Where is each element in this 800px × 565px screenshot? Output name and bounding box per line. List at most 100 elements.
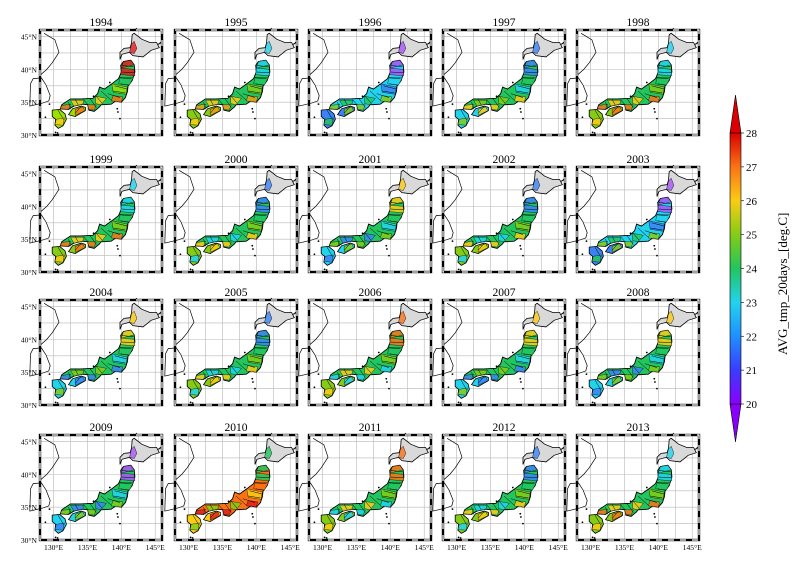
panel-frame-dash <box>442 29 566 136</box>
asia-coastline <box>308 33 329 76</box>
prefecture-region <box>356 509 366 516</box>
prefecture-region <box>256 60 270 69</box>
map-panel-2013: 2013 130°E 135°E 140°E 145°E <box>566 422 702 552</box>
panel-year-title: 2003 <box>627 154 650 166</box>
panel-year-title: 2004 <box>90 287 113 299</box>
panel-frame-dash <box>442 166 566 273</box>
map-panel-2007: 2007 <box>432 287 567 407</box>
colorbar: 20 21 22 23 24 25 26 27 28 <box>729 94 758 443</box>
prefecture-region <box>463 103 474 110</box>
prefecture-region <box>647 232 660 240</box>
hokkaido <box>119 437 160 465</box>
colorbar-tick-label: 22 <box>746 331 757 343</box>
prefecture-region <box>657 337 673 347</box>
prefecture-region <box>120 337 136 347</box>
map-panel-2009: 2009 45°N 40°N 35°N 30°N 130°E 135°E 140°E 145°E <box>21 422 165 552</box>
prefecture-region <box>111 353 128 365</box>
prefecture-region <box>54 254 65 263</box>
colorbar-tick-label: 21 <box>746 365 757 377</box>
prefecture-region <box>523 67 539 77</box>
lon-tick-label: 145°E <box>281 543 300 552</box>
panel-frame-dash <box>174 29 298 136</box>
prefecture-region <box>75 376 85 386</box>
lat-tick-label: 35°N <box>21 98 38 107</box>
colorbar-tick-label: 20 <box>746 399 758 411</box>
prefecture-region <box>255 337 271 347</box>
lat-tick-label: 30°N <box>21 536 38 545</box>
asia-coastline <box>39 33 60 76</box>
colorbar-tick-label: 27 <box>746 162 758 174</box>
prefecture-region <box>195 103 206 110</box>
hokkaido <box>656 302 697 330</box>
prefecture-region <box>658 465 672 474</box>
prefecture-region <box>87 374 97 381</box>
lat-tick-label: 35°N <box>21 235 38 244</box>
prefecture-region <box>87 241 97 248</box>
prefecture-region <box>121 330 135 339</box>
asia-coastline <box>442 33 463 76</box>
prefecture-region <box>110 95 123 103</box>
lat-tick-label: 35°N <box>21 503 38 512</box>
map-panel-2010: 2010 130°E 135°E 140°E 145°E <box>164 422 300 552</box>
prefecture-region <box>490 374 500 381</box>
prefecture-region <box>54 117 65 126</box>
prefecture-region <box>60 103 71 110</box>
prefecture-region <box>379 95 392 103</box>
prefecture-region <box>658 330 672 339</box>
prefecture-borders <box>326 470 404 526</box>
panel-frame-dash <box>39 434 163 541</box>
lon-tick-label: 130°E <box>313 543 332 552</box>
prefecture-region <box>523 204 539 214</box>
prefecture-region <box>612 106 622 116</box>
map-panel-2011: 2011 130°E 135°E 140°E 145°E <box>298 422 434 552</box>
prefecture-borders <box>326 202 404 258</box>
prefecture-region <box>597 373 608 380</box>
prefecture-region <box>513 95 526 103</box>
prefecture-region <box>612 511 622 521</box>
prefecture-region <box>189 387 200 396</box>
hokkaido <box>388 437 429 465</box>
prefecture-region <box>379 365 392 373</box>
prefecture-region <box>87 509 97 516</box>
panel-frame-dash <box>576 299 700 406</box>
colorbar-gradient <box>729 132 742 405</box>
lon-tick-label: 140°E <box>247 543 266 552</box>
prefecture-region <box>195 508 206 515</box>
prefecture-region <box>54 387 65 396</box>
prefecture-borders <box>57 65 135 121</box>
prefecture-region <box>195 240 206 247</box>
prefecture-region <box>591 522 602 531</box>
prefecture-region <box>75 106 85 116</box>
asia-coastline <box>442 303 463 346</box>
prefecture-region <box>655 347 671 356</box>
lon-tick-label: 145°E <box>683 543 702 552</box>
prefecture-region <box>75 511 85 521</box>
prefecture-region <box>210 243 220 253</box>
panel-frame-dash <box>308 434 432 541</box>
prefecture-region <box>255 67 271 77</box>
prefecture-region <box>344 106 354 116</box>
prefecture-region <box>513 365 526 373</box>
panel-year-title: 1995 <box>225 17 248 29</box>
map-panel-2001: 2001 <box>298 154 433 274</box>
prefecture-region <box>389 472 405 482</box>
prefecture-region <box>387 347 403 356</box>
prefecture-borders <box>594 202 672 258</box>
lat-tick-label: 45°N <box>21 170 38 179</box>
panel-frame-dash <box>576 29 700 136</box>
map-panel-2005: 2005 <box>164 287 299 407</box>
colorbar-tick-label: 23 <box>746 297 758 309</box>
prefecture-region <box>380 353 397 365</box>
prefecture-region <box>195 373 206 380</box>
prefecture-region <box>344 243 354 253</box>
panel-grid: 1994 45°N 40°N 35°N 30°N 1995 1996 1997 1998 1999… <box>21 17 702 552</box>
prefecture-region <box>380 220 397 232</box>
prefecture-region <box>655 482 671 491</box>
prefecture-region <box>457 254 468 263</box>
prefecture-borders <box>192 335 270 391</box>
hokkaido <box>119 32 160 60</box>
prefecture-region <box>658 197 672 206</box>
lon-tick-label: 145°E <box>146 543 165 552</box>
prefecture-region <box>120 67 136 77</box>
prefecture-region <box>323 522 334 531</box>
